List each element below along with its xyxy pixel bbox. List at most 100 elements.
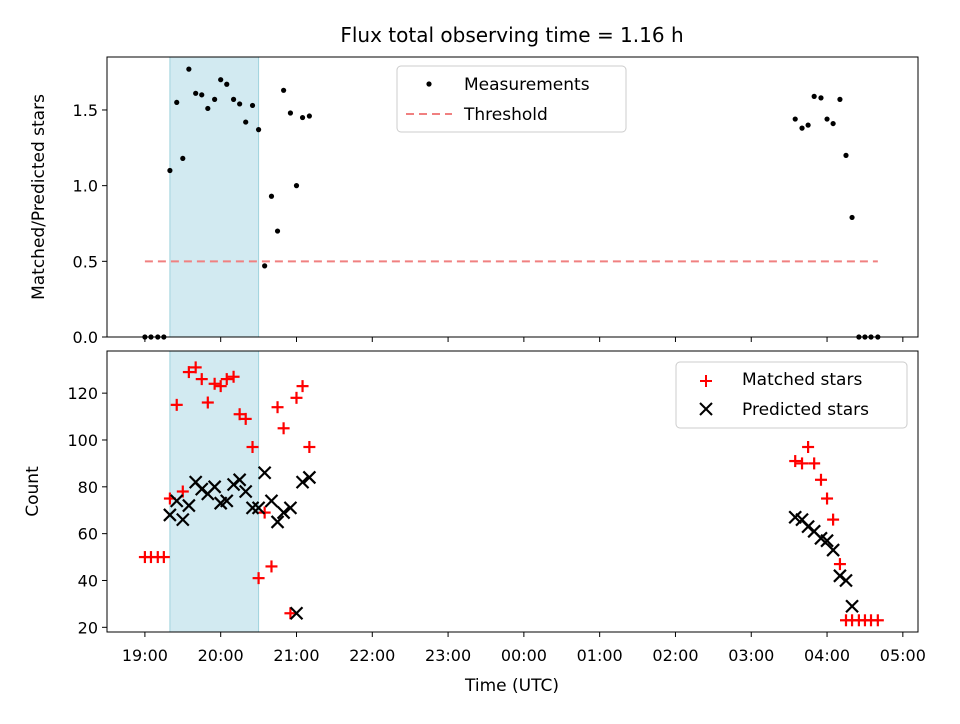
top-y-tick-label: 0.5: [73, 252, 98, 271]
predicted-star-point: [238, 484, 253, 499]
observing-window-shade-top: [169, 56, 260, 338]
matched-star-point: [157, 551, 170, 564]
measurement-point: [255, 127, 262, 133]
predicted-star-point: [245, 501, 260, 515]
predicted-star-point: [289, 606, 304, 621]
bottom-y-tick-label: 100: [67, 431, 98, 450]
matched-star-point: [827, 513, 840, 526]
top-y-tick-label: 0.0: [73, 328, 98, 347]
measurement-point: [262, 263, 268, 269]
matched-star-point: [277, 422, 290, 435]
predicted-star-point: [845, 599, 859, 614]
matched-star-point: [220, 373, 233, 386]
measurement-point: [249, 102, 256, 109]
measurement-point: [281, 87, 287, 93]
x-tick-label: 22:00: [349, 646, 395, 665]
predicted-star-point: [283, 501, 298, 515]
measurement-point: [824, 116, 830, 122]
measurement-point: [180, 155, 186, 162]
top-legend: Measurements Threshold: [396, 65, 627, 133]
matched-star-point: [814, 473, 827, 486]
predicted-star-point: [182, 498, 196, 513]
legend-measurement-marker: [426, 81, 432, 87]
top-axes-frame: [106, 56, 919, 338]
matched-star-point: [833, 558, 846, 571]
measurement-point: [174, 99, 180, 106]
matched-star-point: [252, 572, 265, 585]
measurement-point: [268, 193, 275, 199]
legend-matched-label: Matched stars: [742, 370, 862, 390]
x-axis-label: Time (UTC): [464, 676, 559, 696]
measurement-point: [306, 113, 312, 119]
predicted-star-point: [839, 573, 853, 588]
predicted-star-point: [251, 501, 266, 515]
bottom-legend: Matched stars Predicted stars: [675, 361, 908, 429]
measurement-point: [811, 93, 817, 99]
measurement-point: [186, 66, 192, 72]
legend-threshold-label: Threshold: [463, 105, 548, 125]
x-tick-label: 19:00: [122, 646, 168, 665]
x-tick-label: 20:00: [198, 646, 244, 665]
top-legend-box: [396, 65, 627, 133]
chart-title: Flux total observing time = 1.16 h: [340, 23, 683, 47]
top-y-axis-label: Matched/Predicted stars: [29, 94, 49, 300]
predicted-star-point: [270, 515, 285, 529]
legend-measurements-label: Measurements: [464, 75, 590, 95]
measurement-point: [167, 167, 173, 174]
bottom-y-tick-label: 80: [78, 478, 98, 497]
predicted-star-point: [219, 494, 234, 508]
matched-star-point: [227, 370, 240, 383]
measurement-point: [843, 152, 849, 158]
x-tick-label: 04:00: [804, 646, 850, 665]
measurement-point: [837, 96, 843, 102]
bottom-y-ticks: 20 40 60 80 100 120: [67, 384, 107, 637]
matched-star-point: [802, 441, 815, 454]
predicted-star-point: [820, 533, 834, 548]
measurement-point: [274, 228, 281, 234]
matched-star-point: [170, 398, 183, 411]
measurement-point: [224, 81, 230, 87]
predicted-star-point: [302, 470, 317, 485]
measurement-point: [805, 122, 811, 128]
measurement-point: [212, 96, 218, 102]
matched-star-point: [808, 457, 821, 470]
measurement-point: [243, 119, 249, 125]
matched-star-point: [821, 492, 834, 505]
bottom-panel: 20 40 60 80 100 120 19:00 20:00 21:00 22:00 23:00…: [23, 350, 926, 696]
top-y-tick-label: 1.0: [73, 177, 98, 196]
matched-star-point: [271, 401, 284, 414]
matched-star-point: [201, 396, 214, 409]
predicted-star-point: [232, 473, 247, 487]
matched-star-point: [789, 455, 802, 468]
measurement-point: [299, 114, 306, 121]
matched-star-point: [246, 441, 259, 454]
legend-predicted-marker: [699, 402, 713, 416]
matched-star-point: [233, 408, 246, 421]
bottom-x-ticks: 19:00 20:00 21:00 22:00 23:00 00:00 01:00 02:00…: [122, 632, 926, 665]
top-x-ticks: [144, 337, 904, 342]
matched-star-point: [796, 457, 809, 470]
matched-star-point: [296, 380, 309, 393]
matched-star-point: [182, 366, 195, 379]
matched-star-point: [189, 361, 202, 374]
predicted-star-point: [176, 512, 190, 527]
measurement-point: [293, 183, 300, 189]
predicted-star-point: [264, 494, 279, 508]
bottom-y-axis-label: Count: [23, 466, 43, 517]
predicted-star-point: [257, 465, 272, 480]
matched-star-point: [195, 373, 208, 386]
measurement-point: [287, 110, 294, 116]
measurement-point: [849, 214, 855, 221]
matched-star-point: [239, 412, 252, 425]
x-tick-label: 03:00: [728, 646, 774, 665]
predicted-star-point: [295, 475, 310, 489]
bottom-axes-frame: [106, 350, 919, 633]
top-y-ticks: 0.0 0.5 1.0 1.5: [73, 101, 107, 347]
measurement-point: [193, 90, 199, 96]
top-panel: 0.0 0.5 1.0 1.5 Matched/Predicted stars Mea…: [29, 56, 919, 347]
legend-predicted-label: Predicted stars: [742, 400, 869, 420]
legend-matched-marker: [700, 375, 712, 387]
measurement-point: [792, 116, 798, 122]
matched-star-point: [284, 607, 297, 620]
matched-star-point: [290, 391, 303, 404]
